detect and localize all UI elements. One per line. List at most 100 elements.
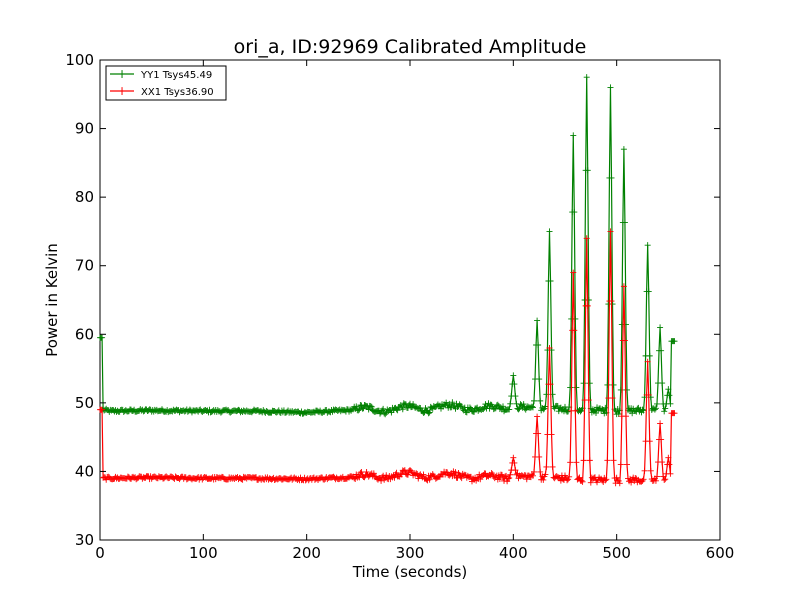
y-tick-label: 40 bbox=[75, 462, 94, 480]
data-point bbox=[570, 132, 577, 139]
data-point bbox=[603, 476, 610, 483]
data-point bbox=[671, 410, 678, 417]
data-point bbox=[667, 400, 674, 407]
data-point bbox=[608, 298, 615, 305]
data-point bbox=[471, 408, 478, 415]
data-point bbox=[549, 463, 556, 470]
x-tick-label: 600 bbox=[706, 544, 735, 562]
data-point bbox=[528, 403, 535, 410]
data-point bbox=[624, 386, 630, 393]
data-point bbox=[363, 468, 370, 475]
data-point bbox=[486, 405, 493, 412]
data-point bbox=[604, 457, 611, 464]
data-point bbox=[547, 278, 554, 285]
data-point bbox=[510, 372, 517, 379]
data-point bbox=[99, 406, 106, 413]
data-point bbox=[555, 474, 562, 481]
data-point bbox=[602, 404, 609, 411]
data-point bbox=[566, 473, 573, 480]
data-point bbox=[443, 399, 450, 406]
data-point bbox=[621, 219, 628, 226]
data-point bbox=[383, 472, 390, 479]
data-point bbox=[666, 392, 673, 399]
data-point bbox=[502, 473, 509, 480]
data-point bbox=[407, 400, 413, 407]
data-point bbox=[537, 397, 544, 404]
data-point bbox=[564, 477, 571, 484]
x-tick-label: 0 bbox=[95, 544, 105, 562]
data-point bbox=[622, 321, 629, 328]
data-point bbox=[646, 352, 653, 359]
x-tick-label: 100 bbox=[189, 544, 218, 562]
data-point bbox=[520, 401, 527, 408]
data-point bbox=[580, 380, 587, 387]
data-point bbox=[535, 430, 542, 437]
data-point bbox=[542, 471, 549, 478]
data-point bbox=[609, 395, 616, 402]
data-point bbox=[417, 405, 424, 412]
series-yy1 bbox=[97, 74, 678, 418]
data-point bbox=[546, 228, 553, 235]
data-point bbox=[351, 475, 358, 482]
data-point bbox=[584, 302, 591, 309]
data-point bbox=[640, 476, 647, 483]
legend-label-yy1: YY1 Tsys45.49 bbox=[140, 70, 212, 81]
data-point bbox=[607, 228, 614, 235]
data-point bbox=[666, 461, 673, 468]
data-point bbox=[671, 338, 678, 345]
x-tick-label: 500 bbox=[602, 544, 631, 562]
data-point bbox=[510, 454, 517, 461]
data-point bbox=[489, 471, 496, 478]
data-point bbox=[353, 403, 360, 410]
data-point bbox=[404, 404, 411, 411]
data-point bbox=[607, 84, 614, 91]
data-point bbox=[504, 478, 511, 485]
data-point bbox=[652, 405, 659, 412]
data-point bbox=[515, 406, 522, 413]
data-point bbox=[662, 476, 669, 483]
y-tick-label: 100 bbox=[65, 51, 94, 69]
x-tick-label: 400 bbox=[499, 544, 528, 562]
y-tick-label: 30 bbox=[75, 531, 94, 549]
data-point bbox=[555, 408, 562, 415]
x-axis-label: Time (seconds) bbox=[352, 563, 468, 581]
data-point bbox=[548, 431, 555, 438]
data-point bbox=[511, 459, 518, 466]
series-xx1 bbox=[97, 228, 678, 487]
data-point bbox=[466, 404, 473, 411]
legend-marker-xx1: + bbox=[117, 84, 127, 98]
data-point bbox=[370, 470, 377, 477]
legend: + YY1 Tsys45.49 + XX1 Tsys36.90 bbox=[105, 65, 227, 101]
data-point bbox=[659, 459, 666, 466]
data-point bbox=[573, 384, 580, 391]
data-point bbox=[534, 317, 541, 324]
data-point bbox=[408, 468, 415, 475]
data-point bbox=[628, 479, 635, 486]
data-point bbox=[542, 403, 549, 410]
data-point bbox=[380, 405, 387, 412]
data-point bbox=[579, 478, 586, 485]
data-point bbox=[587, 479, 594, 486]
data-point bbox=[565, 408, 572, 415]
data-point bbox=[488, 469, 495, 476]
data-point bbox=[644, 358, 651, 365]
data-point bbox=[506, 406, 513, 413]
data-point bbox=[599, 405, 606, 412]
data-point bbox=[506, 475, 513, 482]
chart-title: ori_a, ID:92969 Calibrated Amplitude bbox=[234, 36, 587, 58]
data-point bbox=[393, 469, 400, 476]
data-point bbox=[391, 474, 398, 481]
data-point bbox=[577, 408, 584, 415]
data-point bbox=[610, 457, 617, 464]
data-point bbox=[534, 413, 541, 420]
data-point bbox=[516, 405, 523, 412]
data-point bbox=[567, 384, 574, 391]
data-point bbox=[653, 400, 660, 407]
data-point bbox=[420, 409, 427, 416]
legend-marker-yy1: + bbox=[117, 67, 127, 81]
data-point bbox=[512, 467, 519, 474]
data-point bbox=[632, 474, 639, 481]
data-point bbox=[402, 401, 409, 408]
data-point bbox=[420, 471, 427, 478]
